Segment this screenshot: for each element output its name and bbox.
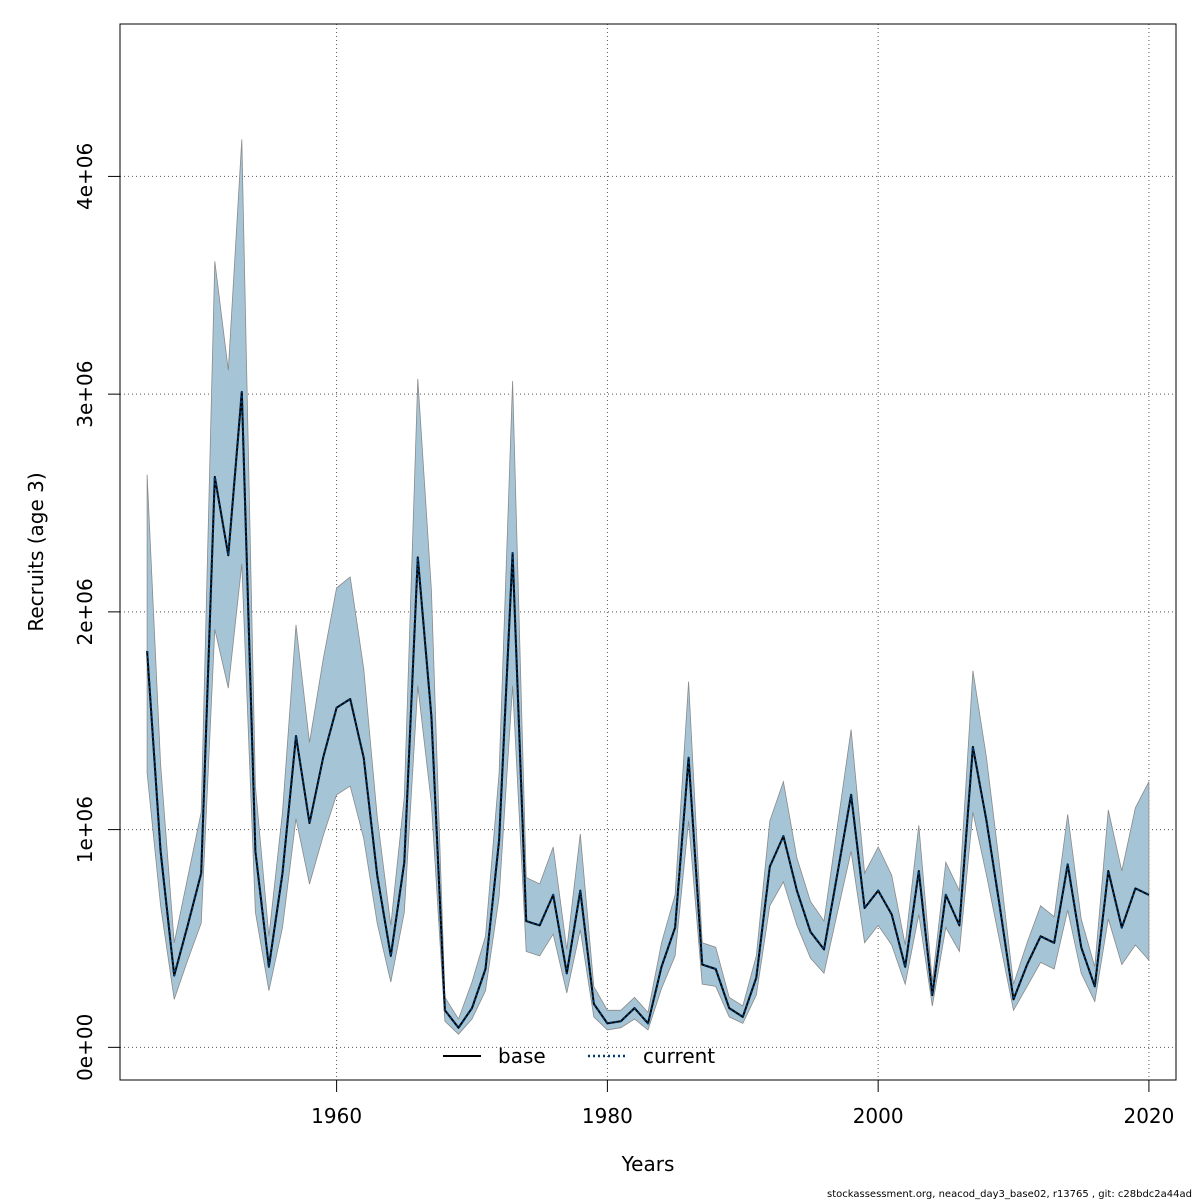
footer-credit: stockassessment.org, neacod_day3_base02,… bbox=[827, 1189, 1192, 1200]
x-tick-label-2000: 2000 bbox=[853, 1104, 904, 1128]
x-tick-label-2020: 2020 bbox=[1123, 1104, 1174, 1128]
y-tick-label-2e+06: 2e+06 bbox=[73, 578, 97, 645]
x-tick-label-1980: 1980 bbox=[582, 1104, 633, 1128]
y-axis: 0e+00 1e+06 2e+06 3e+06 4e+06 bbox=[73, 143, 121, 1081]
x-axis: 1960 1980 2000 2020 bbox=[311, 1079, 1174, 1128]
grid bbox=[120, 24, 1176, 1080]
y-tick-label-0e+00: 0e+00 bbox=[73, 1014, 97, 1081]
series-layer bbox=[146, 390, 1150, 1029]
legend-label-current: current bbox=[643, 1044, 715, 1068]
series-line-current bbox=[146, 390, 1150, 1029]
y-tick-label-3e+06: 3e+06 bbox=[73, 360, 97, 427]
legend-label-base: base bbox=[498, 1044, 546, 1068]
confidence-band bbox=[146, 139, 1150, 1035]
y-axis-title: Recruits (age 3) bbox=[24, 472, 48, 631]
y-tick-label-1e+06: 1e+06 bbox=[73, 796, 97, 863]
y-tick-label-4e+06: 4e+06 bbox=[73, 143, 97, 210]
x-tick-label-1960: 1960 bbox=[311, 1104, 362, 1128]
confidence-band-layer bbox=[146, 139, 1150, 1035]
x-axis-title: Years bbox=[621, 1152, 675, 1176]
legend: base current bbox=[443, 1044, 715, 1068]
